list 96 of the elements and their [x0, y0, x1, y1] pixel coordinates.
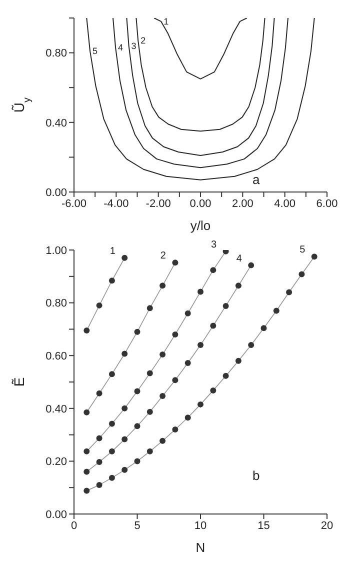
- y-tick-label: 1.00: [46, 244, 67, 257]
- x-axis-title: N: [196, 540, 206, 555]
- x-tick-label: 6.00: [316, 198, 338, 210]
- line-series: [112, 18, 288, 168]
- point: [108, 278, 115, 284]
- point: [146, 305, 153, 312]
- point: [160, 438, 166, 444]
- point: [108, 420, 115, 427]
- y-tick-label: 0.80: [46, 298, 67, 310]
- line-series: [136, 18, 266, 132]
- point: [273, 308, 280, 314]
- point: [134, 388, 140, 394]
- x-tick-label: 5: [134, 520, 140, 532]
- x-tick-label: 10: [194, 520, 207, 532]
- x-tick-label: -4.00: [104, 198, 129, 210]
- point: [84, 488, 90, 494]
- point: [172, 331, 178, 338]
- series-label: 1: [110, 246, 116, 257]
- point: [122, 466, 128, 473]
- point: [96, 302, 102, 308]
- series-label: 4: [118, 42, 124, 53]
- x-tick-label: 2.00: [232, 198, 254, 210]
- point: [172, 260, 178, 266]
- point: [108, 448, 115, 454]
- point: [134, 423, 140, 430]
- y-tick-label: 0.20: [46, 456, 67, 468]
- point: [210, 387, 216, 394]
- point: [84, 448, 90, 454]
- line-series: [154, 18, 248, 80]
- point: [172, 426, 178, 433]
- point: [96, 435, 102, 442]
- y-tick-label: 0.80: [46, 48, 67, 60]
- point: [96, 458, 102, 465]
- point: [248, 342, 254, 348]
- point: [286, 289, 292, 296]
- y-tick-label: 0.00: [46, 186, 67, 199]
- point: [160, 352, 166, 358]
- y-axis-title: Ẽ: [11, 377, 27, 387]
- point: [146, 370, 153, 376]
- point: [172, 377, 178, 384]
- point: [134, 328, 140, 335]
- point: [210, 322, 216, 329]
- point: [222, 302, 229, 309]
- point: [198, 288, 204, 295]
- series-label: 3: [131, 40, 136, 51]
- point: [84, 328, 90, 334]
- point: [108, 474, 115, 481]
- x-axis-title: y/lo: [190, 218, 211, 233]
- point: [122, 405, 128, 412]
- point: [146, 448, 153, 454]
- point: [134, 458, 140, 464]
- point: [108, 371, 115, 378]
- point: [160, 282, 166, 289]
- annotation: b: [252, 468, 260, 483]
- point: [311, 254, 318, 260]
- y-tick-label: 0.60: [46, 350, 67, 363]
- point: [96, 390, 102, 396]
- x-tick-label: 4.00: [274, 198, 296, 210]
- series-label: 3: [211, 239, 218, 250]
- line-series: [126, 18, 275, 156]
- point: [248, 262, 254, 268]
- point: [146, 408, 153, 415]
- x-tick-label: -2.00: [146, 198, 171, 210]
- series-label: 5: [300, 244, 306, 256]
- point: [235, 358, 242, 364]
- point: [260, 325, 267, 332]
- point: [198, 342, 204, 348]
- point: [222, 372, 229, 379]
- point: [210, 267, 216, 274]
- series-label: 2: [160, 250, 166, 262]
- point: [96, 482, 102, 488]
- point: [184, 414, 191, 421]
- y-tick-label: 0.40: [46, 403, 67, 416]
- series-label: 1: [164, 16, 169, 26]
- point: [122, 254, 128, 261]
- x-tick-label: 0: [70, 520, 78, 532]
- point: [298, 271, 305, 278]
- point: [184, 310, 191, 316]
- x-tick-label: 15: [258, 520, 270, 532]
- y-tick-label: 0.00: [46, 508, 67, 521]
- x-tick-label: 0.00: [190, 198, 212, 210]
- point: [122, 436, 128, 442]
- point: [235, 282, 242, 289]
- annotation: a: [252, 172, 260, 188]
- series-label: 4: [236, 253, 242, 264]
- point: [198, 401, 204, 408]
- point: [84, 409, 90, 416]
- point: [184, 360, 191, 366]
- x-tick-label: -6.00: [61, 198, 87, 210]
- point: [84, 468, 90, 475]
- point: [122, 350, 128, 357]
- x-tick-label: 20: [320, 520, 334, 532]
- series-label: 5: [92, 46, 98, 56]
- y-tick-label: 0.40: [46, 117, 67, 130]
- series-label: 2: [140, 36, 146, 46]
- point: [160, 392, 166, 399]
